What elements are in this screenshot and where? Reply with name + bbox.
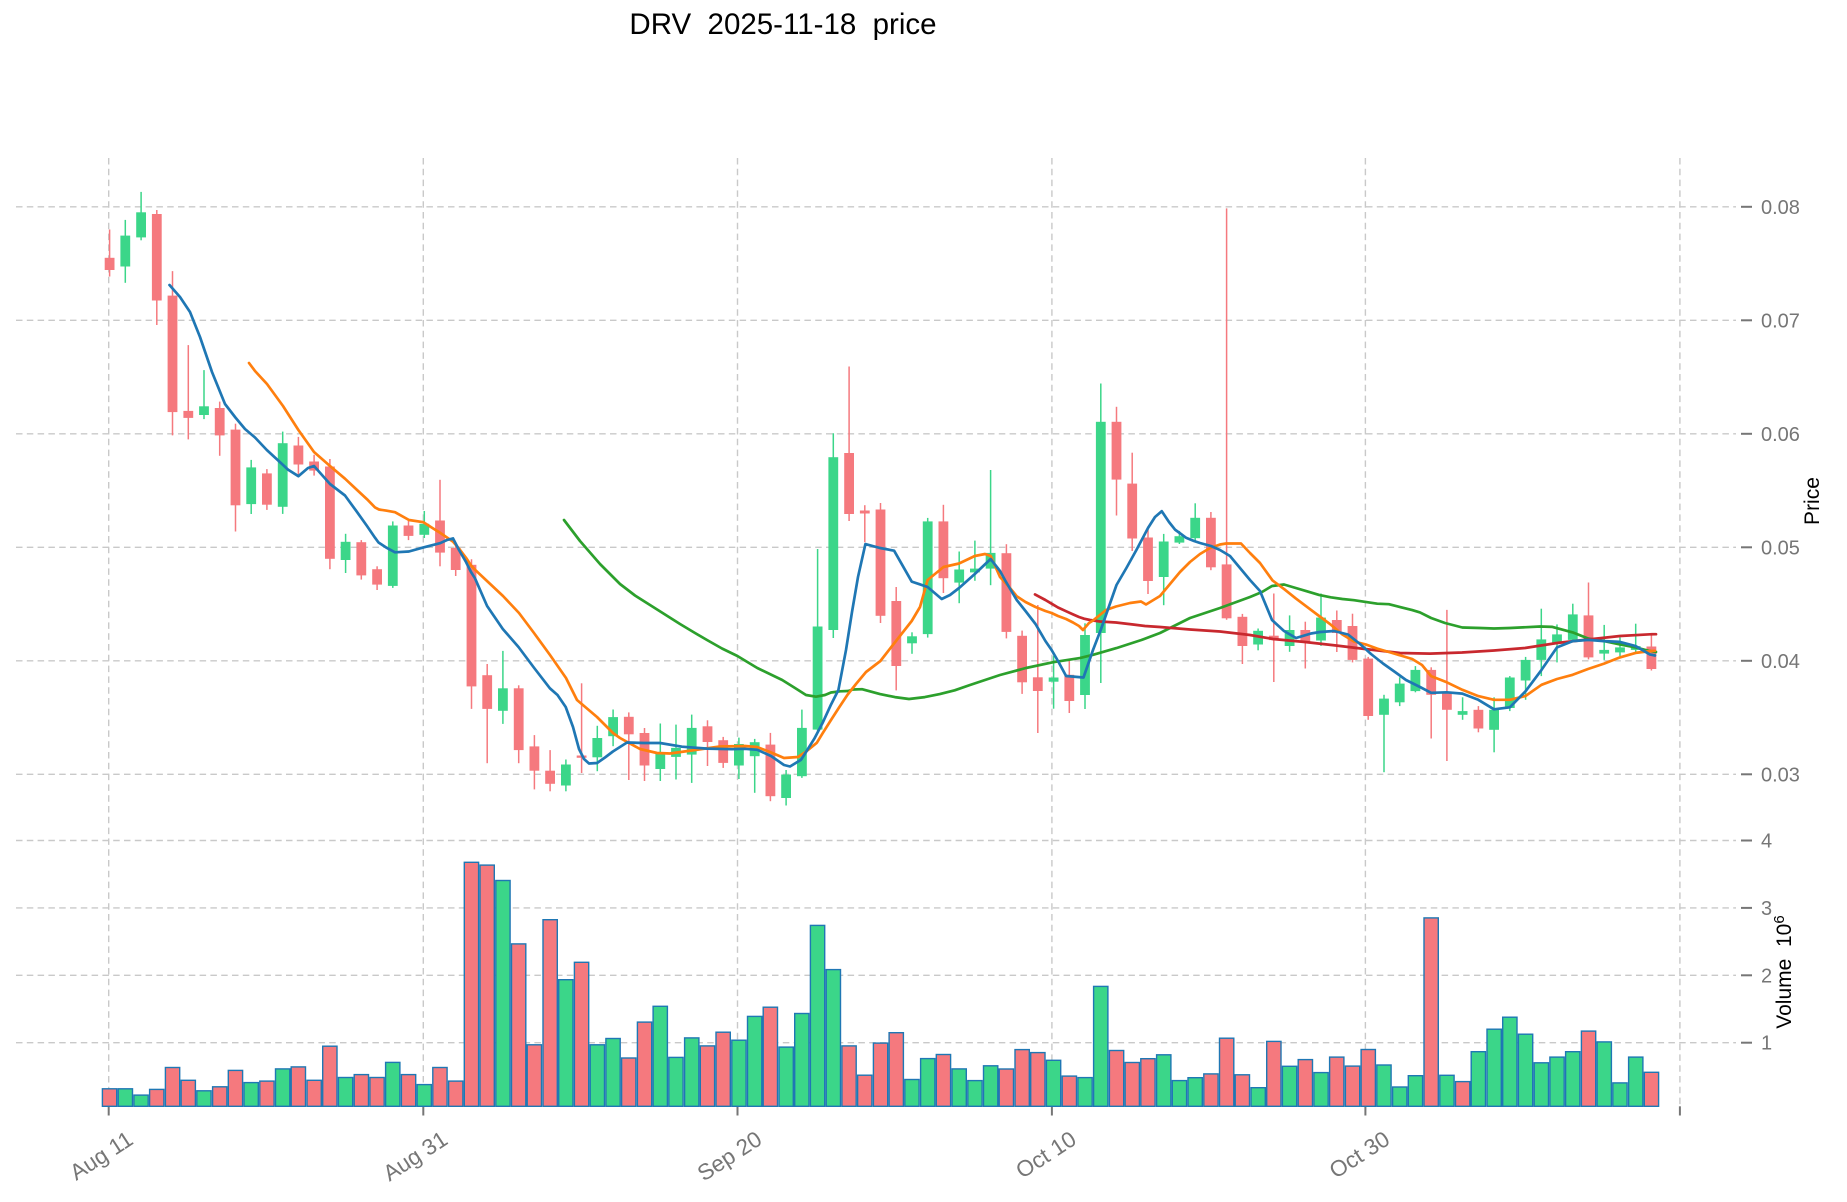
svg-text:0.04: 0.04 xyxy=(1761,651,1800,673)
svg-text:DRV 2025-11-18 price: DRV 2025-11-18 price xyxy=(629,8,936,41)
svg-text:0.05: 0.05 xyxy=(1761,537,1800,559)
svg-text:2: 2 xyxy=(1761,965,1772,987)
svg-text:3: 3 xyxy=(1761,898,1772,920)
svg-text:0.06: 0.06 xyxy=(1761,424,1800,446)
svg-text:Price: Price xyxy=(1801,477,1824,525)
svg-text:4: 4 xyxy=(1761,831,1772,853)
svg-text:0.03: 0.03 xyxy=(1761,764,1800,786)
svg-text:1: 1 xyxy=(1761,1033,1772,1055)
svg-text:0.08: 0.08 xyxy=(1761,197,1800,219)
svg-text:0.07: 0.07 xyxy=(1761,310,1800,332)
svg-text:Volume 106: Volume 106 xyxy=(1771,915,1796,1028)
